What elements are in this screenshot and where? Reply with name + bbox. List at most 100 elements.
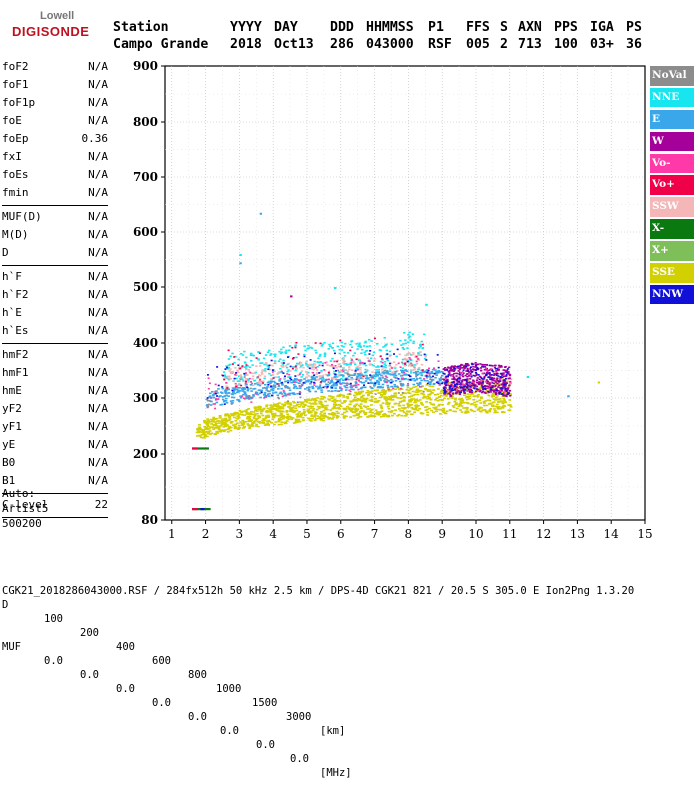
echo-mark bbox=[509, 381, 512, 384]
echo-mark bbox=[239, 390, 242, 392]
echo-mark bbox=[233, 425, 237, 427]
echo-mark bbox=[273, 384, 276, 386]
echo-mark bbox=[213, 433, 217, 435]
echo-mark bbox=[398, 380, 402, 383]
echo-mark bbox=[370, 396, 374, 398]
echo-mark bbox=[465, 410, 469, 412]
echo-mark bbox=[338, 373, 341, 375]
echo-mark bbox=[490, 381, 493, 384]
echo-mark bbox=[305, 401, 309, 403]
echo-mark bbox=[277, 376, 280, 378]
echo-mark bbox=[392, 361, 396, 363]
echo-mark bbox=[214, 423, 218, 426]
echo-mark bbox=[466, 390, 469, 392]
echo-mark bbox=[280, 421, 284, 423]
echo-mark bbox=[274, 405, 278, 408]
echo-mark bbox=[264, 417, 268, 420]
echo-mark bbox=[384, 378, 387, 380]
echo-mark bbox=[349, 382, 352, 385]
echo-mark bbox=[266, 407, 270, 410]
echo-mark bbox=[284, 394, 288, 397]
echo-mark bbox=[500, 387, 503, 390]
echo-mark bbox=[265, 411, 269, 413]
echo-mark bbox=[436, 371, 439, 374]
echo-mark bbox=[291, 346, 294, 349]
echo-mark bbox=[224, 391, 227, 394]
echo-mark bbox=[394, 388, 397, 391]
echo-mark bbox=[391, 396, 395, 399]
echo-mark bbox=[360, 400, 364, 403]
echo-mark bbox=[375, 381, 379, 383]
echo-mark bbox=[481, 409, 485, 411]
echo-mark bbox=[213, 424, 217, 427]
echo-mark bbox=[230, 396, 234, 399]
echo-mark bbox=[504, 392, 508, 395]
echo-mark bbox=[342, 358, 345, 360]
echo-mark bbox=[196, 427, 200, 430]
echo-mark bbox=[258, 415, 261, 418]
echo-mark bbox=[354, 370, 357, 372]
echo-mark bbox=[489, 376, 492, 379]
echo-mark bbox=[501, 376, 504, 379]
echo-mark bbox=[308, 390, 312, 393]
echo-mark bbox=[350, 378, 353, 381]
echo-layer bbox=[192, 212, 601, 511]
echo-mark bbox=[343, 415, 347, 417]
echo-mark bbox=[463, 367, 466, 370]
echo-mark bbox=[421, 385, 424, 387]
echo-mark bbox=[426, 379, 429, 382]
echo-mark bbox=[363, 351, 366, 354]
echo-mark bbox=[335, 384, 338, 387]
x-tick-label: 13 bbox=[570, 527, 585, 541]
echo-mark bbox=[475, 373, 478, 376]
echo-mark bbox=[509, 382, 512, 385]
echo-mark bbox=[478, 390, 482, 393]
echo-mark bbox=[200, 433, 204, 436]
echo-mark bbox=[496, 401, 500, 403]
echo-mark bbox=[309, 382, 312, 385]
echo-mark bbox=[292, 411, 296, 413]
echo-mark bbox=[478, 388, 481, 391]
echo-mark bbox=[307, 371, 310, 374]
echo-mark bbox=[454, 398, 457, 401]
echo-mark bbox=[364, 406, 368, 409]
echo-mark bbox=[348, 393, 351, 395]
echo-mark bbox=[310, 347, 314, 349]
echo-mark bbox=[354, 368, 358, 371]
echo-mark bbox=[430, 403, 434, 406]
echo-mark bbox=[270, 359, 273, 362]
echo-mark bbox=[485, 371, 489, 374]
param-row: hmF1 N/A bbox=[2, 364, 108, 382]
echo-mark bbox=[390, 343, 394, 346]
echo-mark bbox=[281, 393, 284, 395]
echo-mark bbox=[492, 391, 495, 393]
echo-mark bbox=[262, 407, 266, 410]
echo-mark bbox=[257, 351, 260, 353]
echo-mark bbox=[413, 368, 417, 370]
echo-mark bbox=[367, 394, 370, 396]
echo-mark bbox=[303, 404, 307, 407]
echo-mark bbox=[332, 367, 335, 370]
echo-mark bbox=[476, 409, 480, 411]
echo-mark bbox=[350, 359, 353, 362]
echo-mark bbox=[244, 420, 248, 423]
echo-mark bbox=[350, 410, 353, 412]
echo-mark bbox=[407, 405, 410, 407]
echo-mark bbox=[299, 385, 303, 388]
echo-mark bbox=[425, 303, 428, 306]
echo-mark bbox=[201, 428, 204, 431]
echo-mark bbox=[350, 408, 354, 411]
echo-mark bbox=[370, 400, 374, 403]
echo-mark bbox=[336, 379, 340, 381]
echo-mark bbox=[417, 359, 421, 361]
echo-mark bbox=[491, 385, 495, 388]
echo-mark bbox=[469, 390, 472, 392]
echo-mark bbox=[399, 397, 403, 400]
echo-mark bbox=[486, 399, 490, 401]
echo-mark bbox=[475, 385, 479, 388]
echo-mark bbox=[247, 396, 250, 399]
echo-mark bbox=[310, 398, 314, 400]
echo-mark bbox=[296, 413, 300, 415]
echo-mark bbox=[295, 378, 298, 380]
echo-mark bbox=[322, 380, 325, 383]
